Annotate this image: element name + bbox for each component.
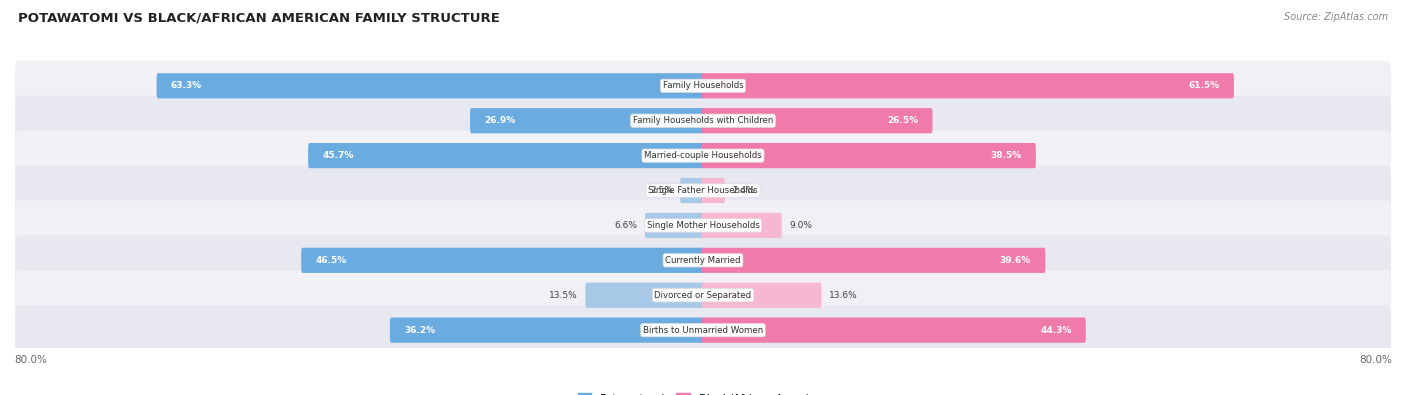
FancyBboxPatch shape xyxy=(702,143,1036,168)
FancyBboxPatch shape xyxy=(156,73,704,98)
FancyBboxPatch shape xyxy=(702,73,1234,98)
FancyBboxPatch shape xyxy=(15,130,1391,181)
Text: 13.5%: 13.5% xyxy=(550,291,578,300)
FancyBboxPatch shape xyxy=(702,178,725,203)
Text: 6.6%: 6.6% xyxy=(614,221,637,230)
FancyBboxPatch shape xyxy=(15,166,1391,216)
Text: 61.5%: 61.5% xyxy=(1188,81,1219,90)
Text: Single Father Households: Single Father Households xyxy=(648,186,758,195)
FancyBboxPatch shape xyxy=(702,213,782,238)
Text: Married-couple Households: Married-couple Households xyxy=(644,151,762,160)
Text: 44.3%: 44.3% xyxy=(1040,325,1071,335)
Text: POTAWATOMI VS BLACK/AFRICAN AMERICAN FAMILY STRUCTURE: POTAWATOMI VS BLACK/AFRICAN AMERICAN FAM… xyxy=(18,12,501,25)
Text: Family Households: Family Households xyxy=(662,81,744,90)
FancyBboxPatch shape xyxy=(308,143,704,168)
FancyBboxPatch shape xyxy=(585,283,704,308)
Text: 36.2%: 36.2% xyxy=(404,325,436,335)
Text: 45.7%: 45.7% xyxy=(322,151,354,160)
Text: 26.9%: 26.9% xyxy=(484,116,516,125)
FancyBboxPatch shape xyxy=(470,108,704,133)
Text: Currently Married: Currently Married xyxy=(665,256,741,265)
Text: 80.0%: 80.0% xyxy=(14,355,46,365)
Text: 13.6%: 13.6% xyxy=(828,291,858,300)
Legend: Potawatomi, Black/African American: Potawatomi, Black/African American xyxy=(574,389,832,395)
FancyBboxPatch shape xyxy=(301,248,704,273)
FancyBboxPatch shape xyxy=(389,318,704,343)
Text: 63.3%: 63.3% xyxy=(170,81,202,90)
FancyBboxPatch shape xyxy=(702,318,1085,343)
FancyBboxPatch shape xyxy=(15,235,1391,286)
FancyBboxPatch shape xyxy=(15,305,1391,355)
Text: Births to Unmarried Women: Births to Unmarried Women xyxy=(643,325,763,335)
Text: 2.4%: 2.4% xyxy=(733,186,755,195)
Text: 38.5%: 38.5% xyxy=(990,151,1022,160)
FancyBboxPatch shape xyxy=(681,178,704,203)
Text: 80.0%: 80.0% xyxy=(1360,355,1392,365)
Text: Divorced or Separated: Divorced or Separated xyxy=(654,291,752,300)
Text: 9.0%: 9.0% xyxy=(789,221,813,230)
FancyBboxPatch shape xyxy=(15,200,1391,250)
FancyBboxPatch shape xyxy=(15,270,1391,320)
Text: 2.5%: 2.5% xyxy=(650,186,673,195)
Text: Source: ZipAtlas.com: Source: ZipAtlas.com xyxy=(1284,12,1388,22)
Text: 39.6%: 39.6% xyxy=(1000,256,1031,265)
Text: Family Households with Children: Family Households with Children xyxy=(633,116,773,125)
Text: Single Mother Households: Single Mother Households xyxy=(647,221,759,230)
FancyBboxPatch shape xyxy=(702,283,821,308)
FancyBboxPatch shape xyxy=(15,61,1391,111)
FancyBboxPatch shape xyxy=(702,108,932,133)
Text: 26.5%: 26.5% xyxy=(887,116,918,125)
FancyBboxPatch shape xyxy=(702,248,1045,273)
FancyBboxPatch shape xyxy=(15,96,1391,146)
Text: 46.5%: 46.5% xyxy=(315,256,347,265)
FancyBboxPatch shape xyxy=(645,213,704,238)
